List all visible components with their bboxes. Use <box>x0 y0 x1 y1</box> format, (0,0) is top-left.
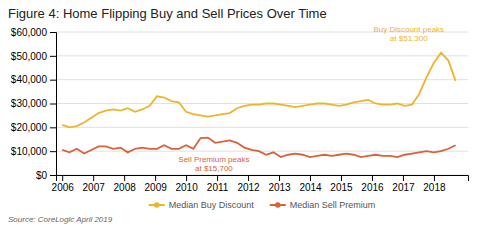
x-tick-label: 2008 <box>114 182 137 193</box>
lines <box>62 53 455 157</box>
y-tick: $40,000 <box>11 74 56 85</box>
x-tick-label: 2012 <box>237 182 260 193</box>
grid-line <box>56 127 468 128</box>
x-tick-mark <box>434 175 435 181</box>
legend-label: Median Buy Discount <box>169 200 255 210</box>
x-tick-mark <box>93 175 94 181</box>
chart: Figure 4: Home Flipping Buy and Sell Pri… <box>0 0 480 227</box>
x-tick: 2006 <box>52 175 75 193</box>
x-tick-label: 2013 <box>268 182 291 193</box>
y-tick-mark <box>50 175 56 176</box>
x-tick-mark <box>217 175 218 181</box>
x-axis: 2006 2007 2008 2009 2010 2011 2012 2013 2014 2015… <box>52 175 469 193</box>
x-tick-label: 2017 <box>392 182 415 193</box>
grid-line <box>56 79 468 80</box>
source: Source: CoreLogic April 2019 <box>8 215 113 224</box>
series-line <box>62 138 455 158</box>
y-axis: $0 $10,000 $20,000 $30,000 $40,000 $50,000 $60… <box>11 27 57 181</box>
x-tick-mark <box>155 175 156 181</box>
x-tick-mark <box>279 175 280 181</box>
x-tick: 2007 <box>83 175 106 193</box>
x-tick-mark <box>186 175 187 181</box>
x-tick-mark <box>62 175 63 181</box>
y-tick: $60,000 <box>11 27 56 38</box>
x-tick: 2008 <box>114 175 137 193</box>
legend-item: Median Sell Premium <box>270 200 376 210</box>
x-tick: 2016 <box>361 175 384 193</box>
x-tick-mark <box>341 175 342 181</box>
y-tick-mark <box>50 104 56 105</box>
y-tick: $30,000 <box>11 98 56 109</box>
legend-label: Median Sell Premium <box>290 200 376 210</box>
x-tick-label: 2010 <box>175 182 198 193</box>
x-tick: 2011 <box>207 175 229 193</box>
y-tick-mark <box>50 32 56 33</box>
y-tick-label: $0 <box>36 170 48 181</box>
x-tick-label: 2009 <box>145 182 168 193</box>
x-tick-mark <box>248 175 249 181</box>
legend-marker <box>154 202 160 208</box>
y-tick-label: $20,000 <box>11 122 48 133</box>
x-tick: 2012 <box>237 175 260 193</box>
y-tick-label: $10,000 <box>11 146 48 157</box>
x-tick-mark <box>124 175 125 181</box>
x-tick-label: 2016 <box>361 182 384 193</box>
y-tick-mark <box>50 80 56 81</box>
x-tick-label: 2015 <box>330 182 353 193</box>
x-tick-label: 2007 <box>83 182 106 193</box>
x-tick-label: 2018 <box>423 182 446 193</box>
x-tick-mark <box>403 175 404 181</box>
legend-marker <box>275 202 281 208</box>
x-tick-label: 2014 <box>299 182 322 193</box>
x-tick: 2015 <box>330 175 353 193</box>
x-tick-mark <box>310 175 311 181</box>
series-line <box>62 53 455 128</box>
grid <box>56 32 468 175</box>
grid-line <box>56 151 468 152</box>
y-tick: $10,000 <box>11 146 56 157</box>
x-axis-line <box>57 176 469 182</box>
x-tick-label: 2006 <box>52 182 75 193</box>
x-tick-mark <box>372 175 373 181</box>
y-tick: $50,000 <box>11 51 56 62</box>
legend-item: Median Buy Discount <box>149 200 255 210</box>
x-tick: 2014 <box>299 175 322 193</box>
annotation: Buy Discount peaksat $51,300 <box>373 25 444 43</box>
annotation: Sell Premium peaksat $15,700 <box>178 155 249 173</box>
legend: Median Buy Discount Median Sell Premium <box>149 200 376 210</box>
y-tick-label: $50,000 <box>11 51 48 62</box>
grid-line <box>56 55 468 56</box>
plot: $0 $10,000 $20,000 $30,000 $40,000 $50,000 $60… <box>11 25 469 193</box>
y-tick-label: $30,000 <box>11 98 48 109</box>
y-tick: $0 <box>36 170 56 181</box>
x-tick-label: 2011 <box>207 182 229 193</box>
y-tick-label: $40,000 <box>11 74 48 85</box>
x-tick: 2017 <box>392 175 415 193</box>
annotations: Buy Discount peaksat $51,300 Sell Premium… <box>178 25 444 173</box>
y-tick: $20,000 <box>11 122 56 133</box>
y-tick-label: $60,000 <box>11 27 48 38</box>
y-tick-mark <box>50 151 56 152</box>
y-axis-line <box>50 33 57 176</box>
y-tick-mark <box>50 127 56 128</box>
x-tick: 2010 <box>175 175 198 193</box>
x-tick: 2009 <box>145 175 168 193</box>
y-tick-mark <box>50 56 56 57</box>
x-tick: 2018 <box>423 175 446 193</box>
title: Figure 4: Home Flipping Buy and Sell Pri… <box>8 6 327 21</box>
x-tick: 2013 <box>268 175 291 193</box>
